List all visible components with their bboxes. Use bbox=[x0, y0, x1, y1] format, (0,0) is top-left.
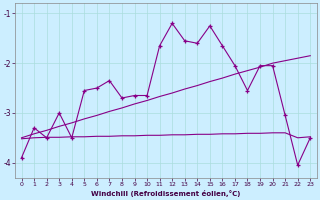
X-axis label: Windchill (Refroidissement éolien,°C): Windchill (Refroidissement éolien,°C) bbox=[91, 190, 241, 197]
